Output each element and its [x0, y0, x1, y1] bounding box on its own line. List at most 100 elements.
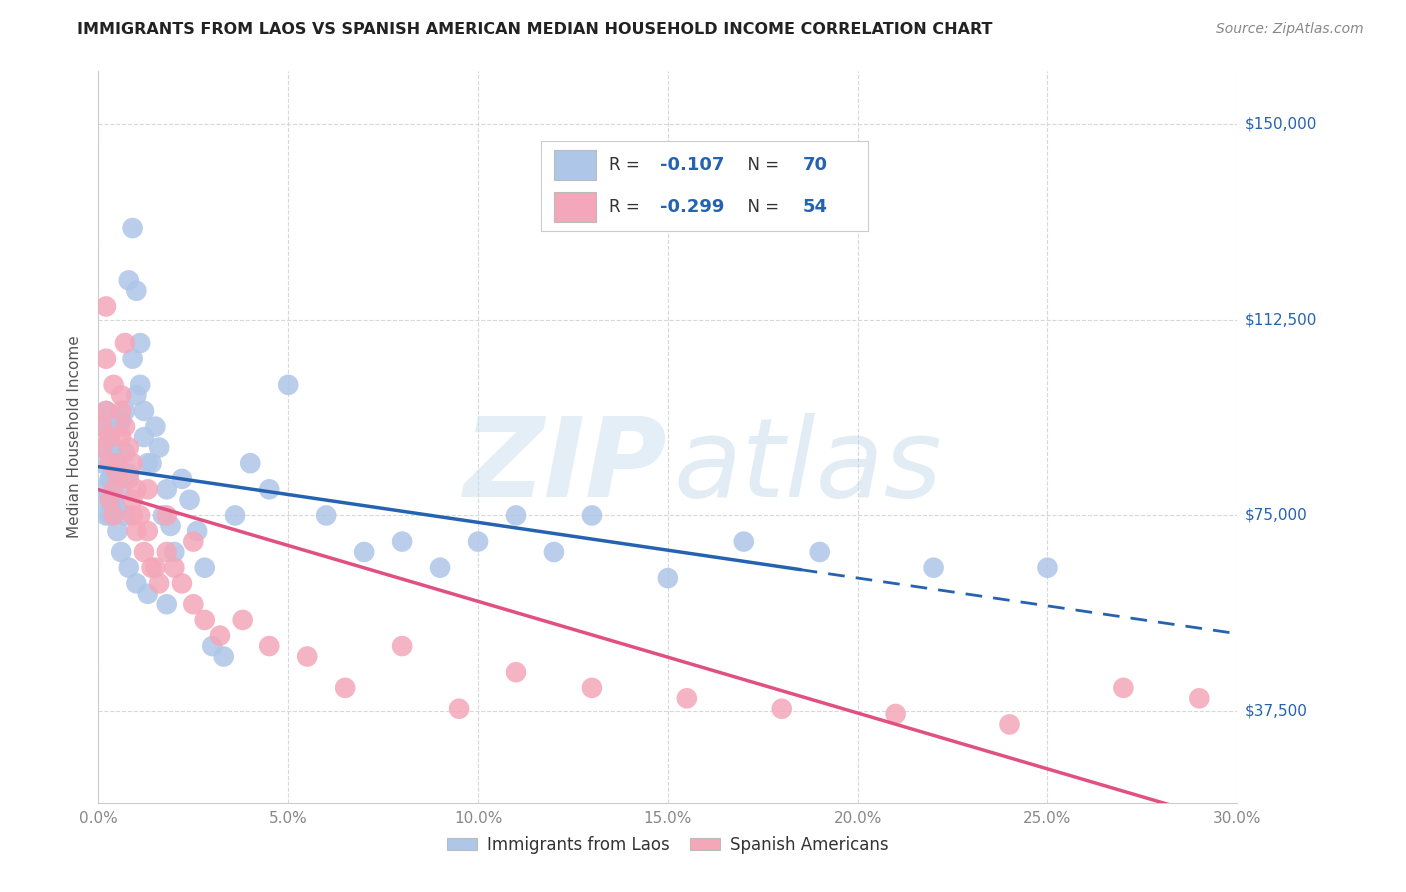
Point	[103, 377, 125, 392]
Point	[770, 702, 793, 716]
Point	[94, 404, 117, 418]
Point	[103, 508, 125, 523]
Point	[114, 404, 136, 418]
Point	[94, 300, 117, 314]
Text: 54: 54	[803, 197, 827, 216]
Point	[170, 576, 193, 591]
Point	[1112, 681, 1135, 695]
Point	[98, 508, 121, 523]
Point	[98, 472, 121, 486]
Point	[505, 665, 527, 680]
Point	[132, 404, 155, 418]
Point	[429, 560, 451, 574]
Point	[121, 508, 143, 523]
Point	[194, 560, 217, 574]
Point	[94, 404, 117, 418]
Text: IMMIGRANTS FROM LAOS VS SPANISH AMERICAN MEDIAN HOUSEHOLD INCOME CORRELATION CHA: IMMIGRANTS FROM LAOS VS SPANISH AMERICAN…	[77, 22, 993, 37]
Legend: Immigrants from Laos, Spanish Americans: Immigrants from Laos, Spanish Americans	[440, 829, 896, 860]
Point	[148, 441, 170, 455]
Point	[110, 388, 132, 402]
Point	[194, 613, 217, 627]
Point	[170, 472, 193, 486]
Point	[91, 483, 114, 497]
Point	[118, 467, 141, 481]
Point	[107, 456, 129, 470]
Point	[129, 336, 152, 351]
Point	[107, 524, 129, 538]
Point	[125, 524, 148, 538]
Point	[159, 519, 181, 533]
Point	[94, 492, 117, 507]
Point	[125, 388, 148, 402]
Point	[224, 508, 246, 523]
Point	[98, 492, 121, 507]
Point	[110, 430, 132, 444]
Point	[110, 483, 132, 497]
Point	[156, 483, 179, 497]
Point	[114, 508, 136, 523]
Point	[353, 545, 375, 559]
Point	[141, 456, 163, 470]
Point	[239, 456, 262, 470]
Point	[543, 545, 565, 559]
Point	[922, 560, 945, 574]
Point	[125, 576, 148, 591]
Point	[505, 508, 527, 523]
Point	[201, 639, 224, 653]
Point	[107, 467, 129, 481]
Point	[148, 576, 170, 591]
Point	[152, 508, 174, 523]
Point	[98, 472, 121, 486]
FancyBboxPatch shape	[554, 193, 596, 222]
Point	[212, 649, 235, 664]
Text: ZIP: ZIP	[464, 413, 668, 520]
Point	[156, 597, 179, 611]
Text: R =: R =	[609, 197, 645, 216]
Point	[91, 441, 114, 455]
Point	[94, 441, 117, 455]
Point	[110, 404, 132, 418]
Point	[114, 446, 136, 460]
Point	[156, 545, 179, 559]
Point	[391, 534, 413, 549]
Point	[208, 629, 231, 643]
Point	[103, 492, 125, 507]
Text: N =: N =	[737, 197, 785, 216]
Text: atlas: atlas	[673, 413, 942, 520]
Point	[259, 639, 281, 653]
Text: N =: N =	[737, 155, 785, 174]
Point	[114, 336, 136, 351]
Point	[107, 419, 129, 434]
FancyBboxPatch shape	[554, 151, 596, 180]
Point	[277, 377, 299, 392]
Point	[232, 613, 254, 627]
Point	[103, 483, 125, 497]
Text: R =: R =	[609, 155, 645, 174]
Text: $37,500: $37,500	[1244, 704, 1308, 719]
Point	[98, 456, 121, 470]
Point	[145, 560, 167, 574]
Point	[733, 534, 755, 549]
Point	[91, 456, 114, 470]
Text: 70: 70	[803, 155, 827, 174]
Text: $112,500: $112,500	[1244, 312, 1317, 327]
Text: Source: ZipAtlas.com: Source: ZipAtlas.com	[1216, 22, 1364, 37]
Point	[163, 560, 186, 574]
Point	[129, 508, 152, 523]
Point	[103, 467, 125, 481]
Point	[118, 273, 141, 287]
Point	[391, 639, 413, 653]
Point	[121, 221, 143, 235]
Point	[107, 456, 129, 470]
Point	[259, 483, 281, 497]
Point	[186, 524, 208, 538]
Point	[163, 545, 186, 559]
Point	[884, 706, 907, 721]
Text: $75,000: $75,000	[1244, 508, 1308, 523]
Point	[136, 456, 159, 470]
Point	[156, 508, 179, 523]
Point	[808, 545, 831, 559]
Point	[98, 430, 121, 444]
Point	[118, 560, 141, 574]
Point	[91, 419, 114, 434]
